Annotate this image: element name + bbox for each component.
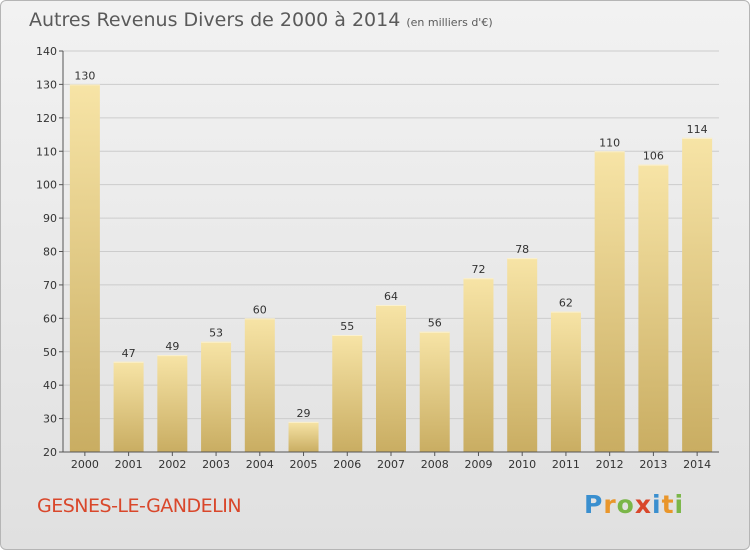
x-tick-label: 2001 — [115, 458, 143, 471]
chart-title-text: Autres Revenus Divers de 2000 à 2014 — [29, 9, 401, 31]
bar-value-label: 29 — [297, 407, 311, 420]
bar-2006[interactable] — [332, 335, 363, 452]
y-tick-label: 60 — [43, 312, 57, 325]
bar-2012[interactable] — [594, 151, 625, 452]
bar-2001[interactable] — [113, 361, 144, 452]
y-tick-label: 90 — [43, 212, 57, 225]
bar-2014[interactable] — [682, 137, 713, 452]
bar-value-label: 56 — [428, 317, 442, 330]
x-tick-label: 2006 — [333, 458, 361, 471]
bar-2011[interactable] — [550, 311, 581, 452]
bar-value-label: 49 — [165, 340, 179, 353]
commune-name: GESNES-LE-GANDELIN — [37, 495, 242, 517]
bar-2005[interactable] — [288, 421, 319, 452]
x-tick-label: 2000 — [71, 458, 99, 471]
x-tick-label: 2010 — [508, 458, 536, 471]
y-tick-label: 40 — [43, 379, 57, 392]
y-tick-label: 120 — [36, 112, 57, 125]
y-tick-label: 100 — [36, 179, 57, 192]
x-tick-label: 2004 — [246, 458, 274, 471]
bar-value-label: 62 — [559, 297, 573, 310]
bar-value-label: 114 — [687, 123, 708, 136]
bar-2002[interactable] — [157, 355, 188, 452]
y-tick-label: 20 — [43, 446, 57, 459]
x-tick-label: 2003 — [202, 458, 230, 471]
bar-2004[interactable] — [244, 318, 275, 452]
axes: 20 30 40 50 60 70 80 90 100 110 120 130 140 2000 2001 2… — [36, 45, 719, 471]
bar-value-label: 78 — [515, 243, 529, 256]
bar-2000[interactable] — [69, 84, 100, 453]
y-tick-label: 50 — [43, 346, 57, 359]
y-tick-label: 30 — [43, 413, 57, 426]
bar-value-label: 72 — [471, 263, 485, 276]
y-tick-label: 110 — [36, 145, 57, 158]
chart-title: Autres Revenus Divers de 2000 à 2014 (en … — [29, 9, 493, 31]
x-tick-label: 2009 — [464, 458, 492, 471]
bar-2010[interactable] — [507, 258, 538, 452]
y-tick-label: 140 — [36, 45, 57, 58]
x-tick-label: 2011 — [552, 458, 580, 471]
bar-value-label: 130 — [74, 69, 95, 82]
bar-value-label: 64 — [384, 290, 398, 303]
x-tick-label: 2007 — [377, 458, 405, 471]
bar-2008[interactable] — [419, 331, 450, 452]
x-tick-label: 2012 — [596, 458, 624, 471]
bar-2009[interactable] — [463, 278, 494, 452]
bar-2003[interactable] — [201, 341, 232, 452]
bar-value-label: 47 — [122, 347, 136, 360]
bar-value-label: 60 — [253, 303, 267, 316]
bars: 130 47 49 53 60 29 55 64 56 72 78 62 110 106 114 — [69, 69, 713, 453]
x-tick-label: 2014 — [683, 458, 711, 471]
bar-value-label: 110 — [599, 136, 620, 149]
y-tick-label: 70 — [43, 279, 57, 292]
chart-subtitle: (en milliers d'€) — [406, 16, 493, 29]
y-tick-label: 130 — [36, 78, 57, 91]
y-tick-label: 80 — [43, 246, 57, 259]
proxiti-logo[interactable]: Proxiti — [584, 490, 685, 519]
x-tick-label: 2005 — [290, 458, 318, 471]
bar-2013[interactable] — [638, 164, 669, 452]
x-tick-label: 2002 — [158, 458, 186, 471]
bar-value-label: 106 — [643, 150, 664, 163]
bar-2007[interactable] — [376, 304, 406, 452]
bar-value-label: 55 — [340, 320, 354, 333]
x-tick-label: 2008 — [421, 458, 449, 471]
x-tick-label: 2013 — [639, 458, 667, 471]
bar-value-label: 53 — [209, 327, 223, 340]
